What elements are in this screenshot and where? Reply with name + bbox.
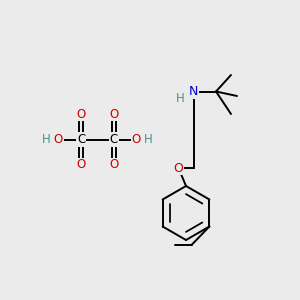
Text: O: O [76, 107, 85, 121]
Text: O: O [76, 158, 85, 172]
Text: O: O [132, 133, 141, 146]
Text: O: O [54, 133, 63, 146]
Text: C: C [110, 133, 118, 146]
Text: O: O [174, 161, 183, 175]
Text: H: H [42, 133, 51, 146]
Text: O: O [110, 158, 118, 172]
Text: H: H [144, 133, 153, 146]
Text: O: O [110, 107, 118, 121]
Text: H: H [176, 92, 184, 106]
Text: N: N [189, 85, 198, 98]
Text: C: C [77, 133, 85, 146]
